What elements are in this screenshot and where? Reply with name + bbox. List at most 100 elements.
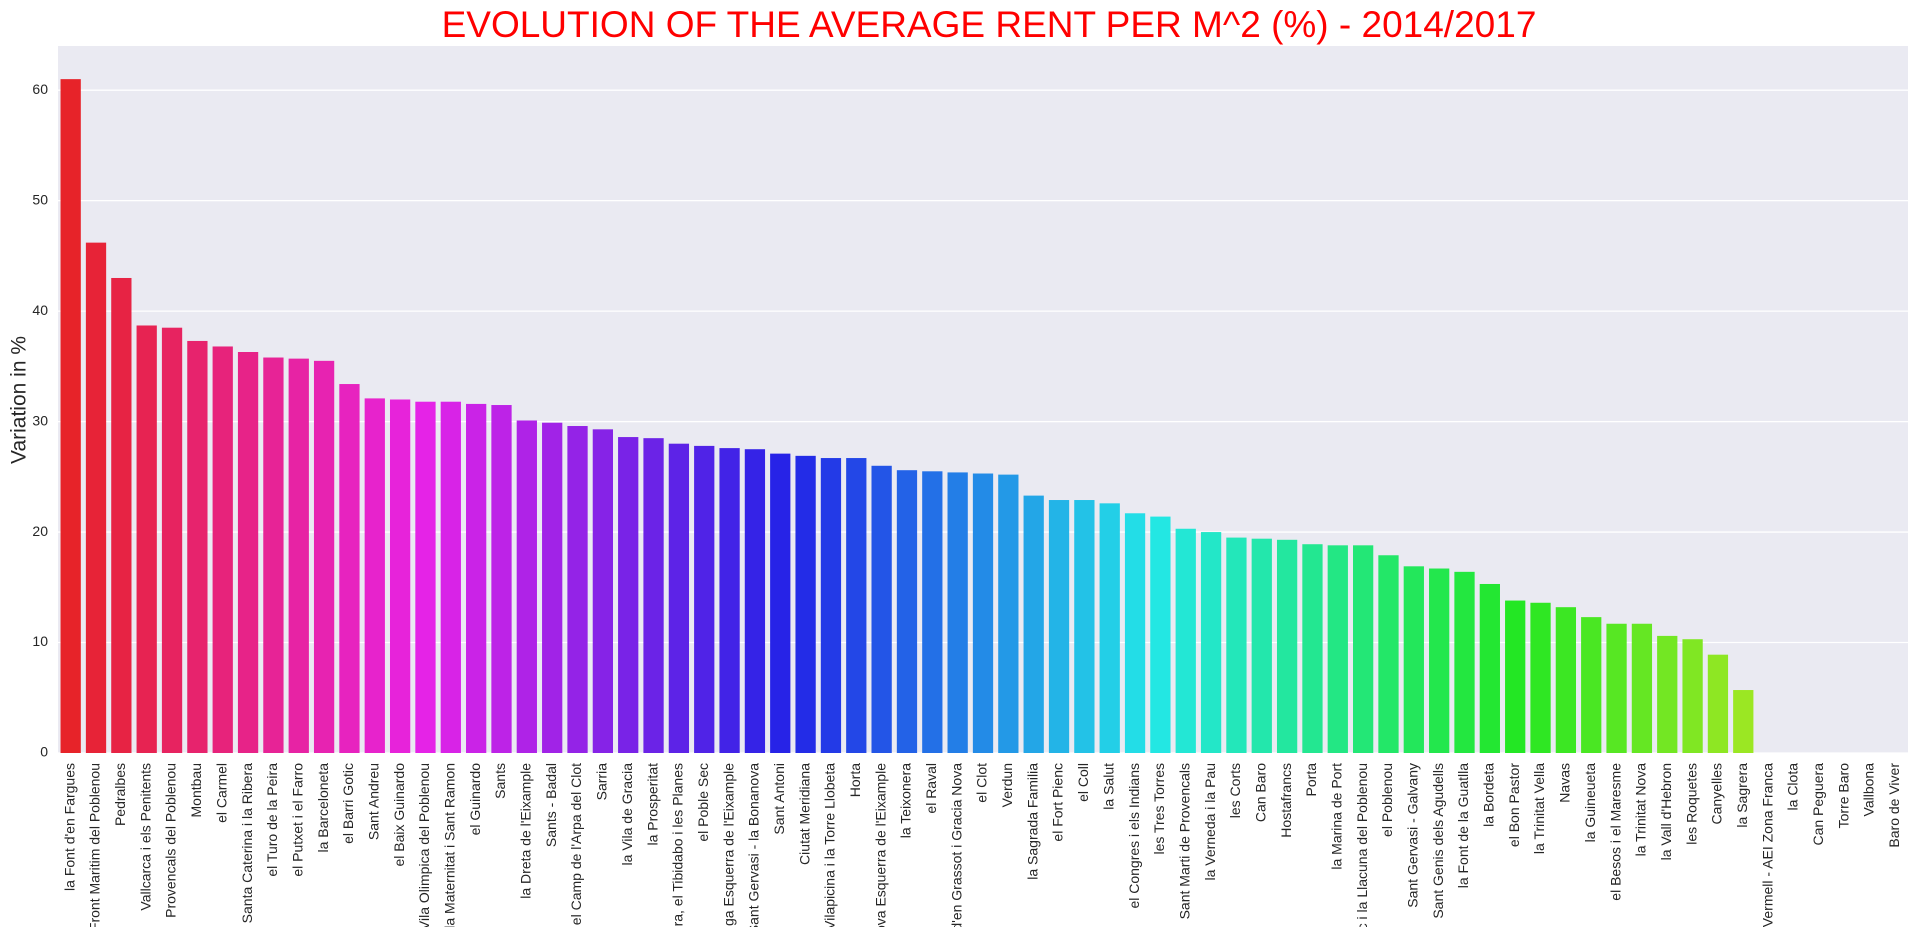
bar [1733,690,1754,753]
x-tick-label: el Bon Pastor [1506,763,1522,847]
bar [1302,544,1323,753]
bar [719,448,740,753]
bar [339,384,360,753]
x-tick-label: Ciutat Meridiana [796,763,812,865]
x-tick-label: la Font d'en Fargues [61,763,77,891]
bar [364,398,385,753]
bar [212,346,233,753]
x-tick-label: Sant Antoni [771,763,787,835]
bar [1074,500,1095,753]
x-tick-label: la Sagrera [1734,763,1750,828]
bar [491,405,512,753]
x-tick-label: Provencals del Poblenou [163,763,179,918]
x-tick-label: la Trinitat Vella [1531,763,1547,854]
bar [1606,623,1627,753]
x-tick-label: el Coll [1075,763,1091,802]
bar [85,242,107,753]
x-tick-label: el Carmel [213,763,229,823]
x-tick-label: Sants [492,763,508,799]
bar [1505,600,1526,753]
y-tick-label: 60 [32,81,48,97]
bar [187,340,208,753]
bar [1429,568,1450,753]
bar [1353,545,1374,753]
bar [592,429,613,753]
x-tick-label: les Tres Torres [1151,763,1167,855]
x-tick-label: les Corts [1227,763,1243,818]
bar [770,453,791,753]
x-tick-label: la Font de la Guatlla [1455,763,1471,889]
x-tick-label: la Teixonera [898,763,914,838]
bar [1175,528,1196,753]
bar [643,438,664,753]
bar [1226,537,1247,753]
bar [60,79,81,753]
bar [313,360,335,753]
bar [1530,602,1551,753]
x-tick-label: el Camp de l'Arpa del Clot [568,763,584,925]
bar [567,426,588,753]
x-tick-label: Torre Baro [1835,763,1851,829]
bar [1276,539,1298,753]
x-tick-label: Vallcarca i els Penitents [137,763,153,911]
bar [1581,617,1602,753]
bar [1048,500,1070,753]
x-tick-label: Sant Pere, Santa Caterina i la Ribera [239,763,255,927]
bar [922,471,943,753]
bar [237,351,259,753]
x-tick-label: Horta [847,763,863,797]
bar [618,437,639,753]
bar [440,401,461,753]
x-tick-label: el Turo de la Peira [264,763,280,877]
y-tick-label: 20 [32,523,48,539]
bar [744,449,766,753]
x-tick-label: Vilapicina i la Torre Llobeta [822,763,838,927]
x-tick-label: Pedralbes [112,763,128,826]
x-tick-label: la Sagrada Familia [1024,763,1040,880]
bar [846,458,867,753]
bar [1454,571,1475,753]
x-tick-label: l'Antiga Esquerra de l'Eixample [720,763,736,927]
y-axis-label: Variation in % [8,336,31,464]
bar [998,474,1019,753]
bar [161,327,183,753]
x-tick-label: la Salut [1100,763,1116,810]
x-tick-label: Vallvidrera, el Tibidabo i les Planes [670,763,686,927]
x-tick-label: la Barceloneta [315,763,331,853]
x-tick-label: la Vila Olimpica del Poblenou [416,763,432,927]
x-tick-label: les Roquetes [1683,763,1699,845]
bar [111,277,132,753]
x-tick-label: el Poblenou [1379,763,1395,837]
x-tick-label: Vallbona [1861,763,1877,817]
bar [389,399,411,753]
x-tick-label: Porta [1303,763,1319,797]
x-tick-label: Can Peguera [1810,763,1826,846]
x-tick-label: el Baix Guinardo [391,763,407,867]
bar [1403,566,1424,753]
x-tick-label: Sant Andreu [365,763,381,840]
bar [820,458,842,753]
bar [542,422,563,753]
bar [871,465,892,753]
x-tick-label: Baro de Viver [1886,763,1902,848]
x-tick-label: el Barri Gotic [340,763,356,844]
x-tick-label: Montbau [188,763,204,817]
y-tick-label: 40 [32,302,48,318]
bar [1631,623,1653,753]
x-tick-label: la Vila de Gracia [619,763,635,866]
x-tick-label: Can Baro [1252,763,1268,822]
bar [1479,583,1500,753]
bar [288,358,309,753]
x-tick-label: la Maternitat i Sant Ramon [442,763,458,927]
bar [263,357,284,753]
x-tick-label: el Fort Pienc [1050,763,1066,842]
x-tick-label: el Raval [923,763,939,814]
x-tick-label: el Camp d'en Grassot i Gracia Nova [948,763,964,927]
bar [1200,532,1222,753]
bar [1378,555,1399,753]
bar [1657,635,1678,753]
x-tick-label: el Putxet i el Farro [289,763,305,877]
x-tick-label: la Dreta de l'Eixample [518,763,534,899]
x-tick-label: el Clot [974,763,990,803]
x-tick-label: el Parc i la Llacuna del Poblenou [1354,763,1370,927]
